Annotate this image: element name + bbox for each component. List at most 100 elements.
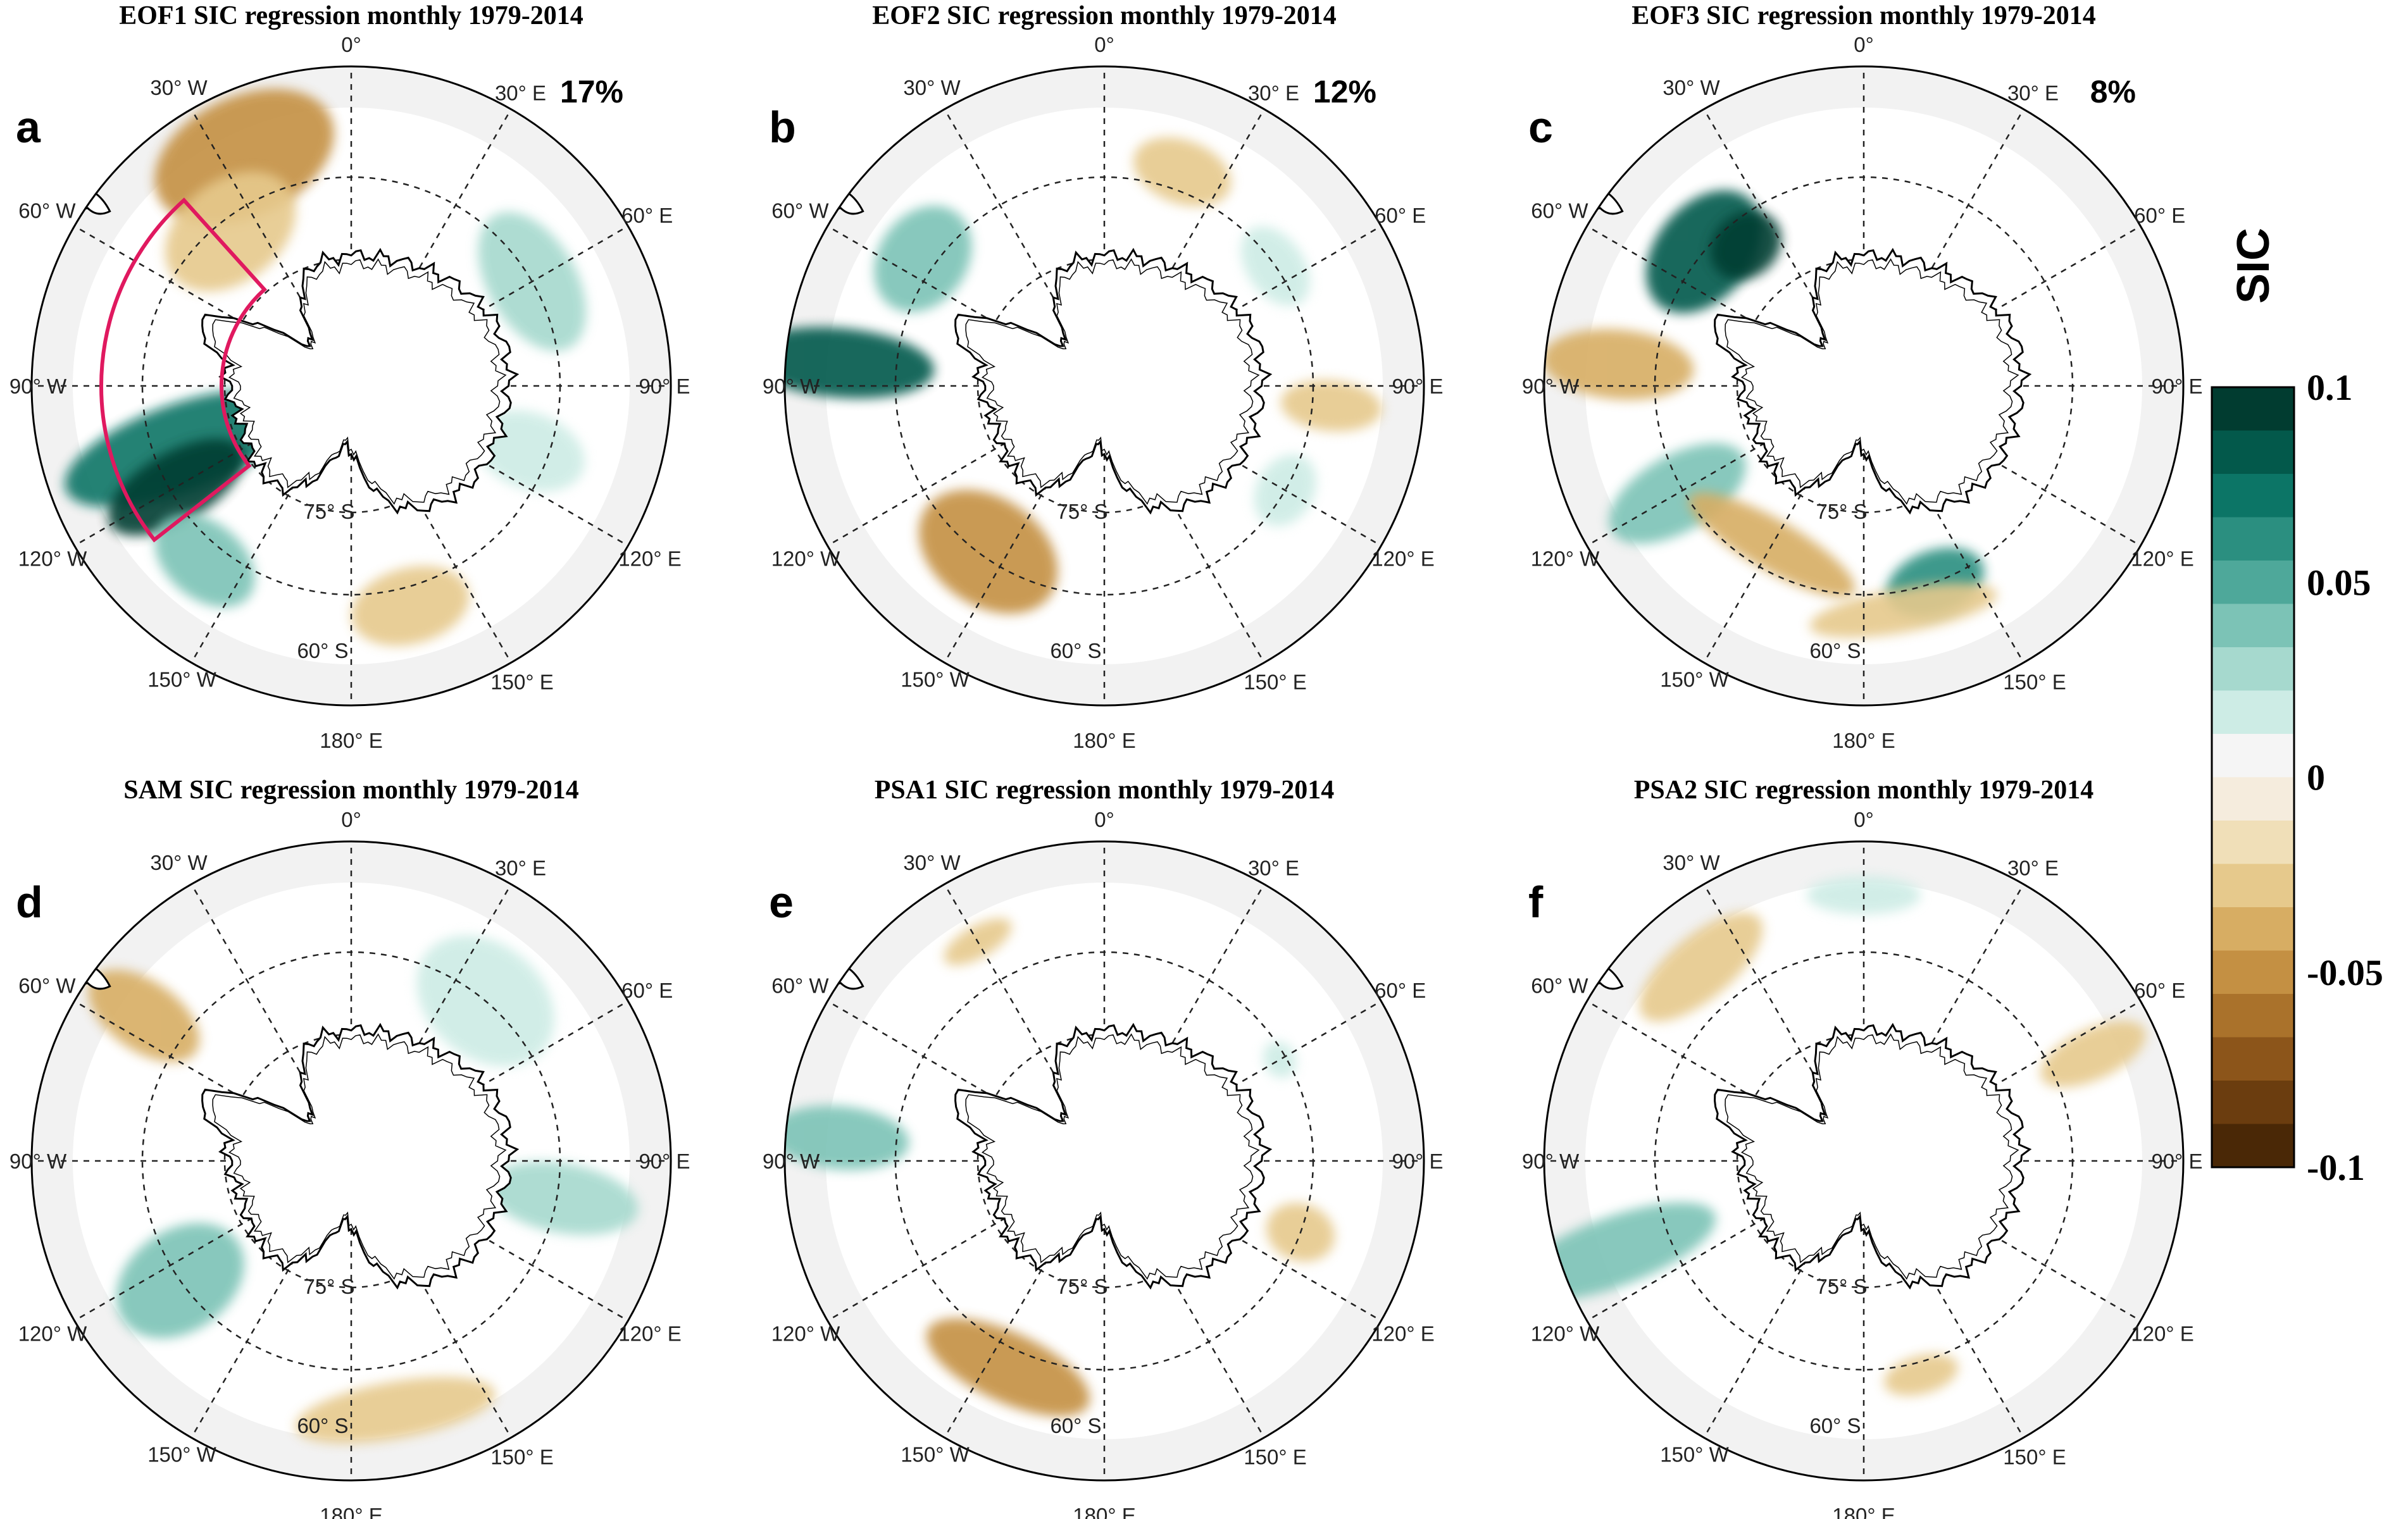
colorbar-swatch [2212, 907, 2294, 952]
colorbar-tick-label: -0.05 [2307, 952, 2383, 993]
longitude-label: 30° E [1248, 857, 1299, 880]
panel-title: SAM SIC regression monthly 1979-2014 [123, 776, 578, 805]
panel-percent: 12% [1313, 74, 1376, 109]
longitude-label: 150° W [1660, 1442, 1729, 1466]
panel-title: EOF2 SIC regression monthly 1979-2014 [872, 1, 1336, 30]
panel-title: PSA1 SIC regression monthly 1979-2014 [875, 776, 1335, 805]
panel-letter: b [769, 102, 796, 152]
longitude-label: 180° E [1832, 729, 1895, 752]
longitude-label: 120° W [771, 547, 840, 571]
map-boundary [783, 65, 1425, 707]
longitude-label: 90° W [1522, 1150, 1580, 1173]
meridian-line [74, 225, 352, 387]
meridian-line [1104, 1000, 1382, 1162]
meridian-line [74, 1000, 352, 1162]
longitude-label: 180° E [320, 1504, 382, 1519]
longitude-label: 30° W [150, 76, 208, 99]
longitude-label: 90° W [763, 1150, 820, 1173]
longitude-label: 180° E [1073, 729, 1135, 752]
meridian-line [350, 385, 512, 663]
longitude-label: 0° [1854, 33, 1874, 56]
longitude-label: 120° W [18, 547, 87, 571]
longitude-label: 30° W [1663, 851, 1720, 874]
anomaly-field [785, 137, 1382, 614]
colorbar-swatch [2212, 604, 2294, 648]
latitude-label: 75° S [1056, 500, 1107, 523]
latitude-label: 60° S [1050, 639, 1101, 662]
ice-shelf-outline [212, 258, 507, 505]
anomaly-patch [1609, 443, 1746, 544]
longitude-label: 60° W [1531, 199, 1588, 223]
colorbar-swatch [2212, 864, 2294, 908]
meridian-line [944, 109, 1106, 387]
anomaly-patch [488, 1161, 639, 1236]
anomaly-patch [2040, 1020, 2146, 1088]
antarctica-coastline [954, 247, 1273, 515]
longitude-label: 150° W [147, 667, 216, 691]
meridian-line [1104, 1160, 1382, 1322]
longitude-label: 30° E [2007, 82, 2059, 105]
latitude-label: 75° S [303, 500, 354, 523]
meridian-line [1103, 109, 1265, 387]
latitude-label: 75° S [1056, 1275, 1107, 1298]
panel-title: EOF3 SIC regression monthly 1979-2014 [1631, 1, 2095, 30]
longitude-label: 150° W [901, 1442, 970, 1466]
colorbar-swatch [2212, 387, 2294, 431]
antarctica-coastline [1714, 247, 2032, 515]
meridian-line [1103, 884, 1265, 1162]
longitude-label: 60° E [2134, 204, 2185, 227]
longitude-label: 150° E [490, 1446, 553, 1469]
longitude-label: 30° E [495, 857, 546, 880]
longitude-label: 0° [341, 808, 361, 831]
meridian-line [1863, 225, 2141, 387]
longitude-label: 60° W [1531, 974, 1588, 998]
colorbar-swatch [2212, 734, 2294, 778]
longitude-label: 60° E [621, 204, 673, 227]
longitude-label: 150° W [147, 1442, 216, 1466]
longitude-label: 30° E [1248, 82, 1299, 105]
longitude-label: 60° E [1375, 204, 1426, 227]
longitude-label: 60° E [621, 979, 673, 1002]
longitude-label: 30° E [2007, 857, 2059, 880]
meridian-line [351, 1000, 628, 1162]
colorbar-swatch [2212, 1037, 2294, 1081]
longitude-label: 120° W [18, 1322, 87, 1346]
longitude-label: 0° [341, 33, 361, 56]
longitude-label: 30° W [903, 851, 961, 874]
anomaly-patch [154, 513, 255, 607]
anomaly-patch [785, 327, 935, 399]
meridian-line [190, 1160, 352, 1438]
anomaly-patch [1884, 1354, 1959, 1396]
meridian-line [1862, 1160, 2024, 1438]
latitude-label: 60° S [297, 639, 348, 662]
longitude-label: 150° E [2003, 671, 2066, 694]
longitude-label: 120° W [1531, 1322, 1600, 1346]
latitude-label: 60° S [297, 1414, 348, 1437]
anomaly-patch [785, 1105, 909, 1170]
colorbar-tick-label: 0.05 [2307, 562, 2371, 603]
map-boundary [30, 840, 672, 1482]
colorbar-swatch [2212, 1081, 2294, 1125]
panel-percent: 8% [2090, 74, 2136, 109]
colorbar-swatch [2212, 647, 2294, 691]
longitude-label: 150° E [1244, 671, 1306, 694]
meridian-line [1703, 385, 1865, 663]
anomaly-patch [88, 969, 200, 1062]
antarctica-coastline [201, 247, 520, 515]
longitude-label: 30° W [1663, 76, 1720, 99]
meridian-line [190, 884, 352, 1162]
meridian-line [1587, 225, 1864, 387]
antarctica-coastline [201, 1022, 520, 1290]
longitude-label: 60° W [18, 974, 76, 998]
meridian-line [1103, 385, 1265, 663]
meridian-line [827, 385, 1105, 547]
colorbar-swatch [2212, 821, 2294, 865]
longitude-label: 120° E [1371, 1322, 1434, 1346]
meridian-line [1703, 109, 1865, 387]
colorbar-swatch [2212, 994, 2294, 1038]
panel-title: PSA2 SIC regression monthly 1979-2014 [1634, 776, 2094, 805]
longitude-label: 90° E [1392, 1150, 1443, 1173]
ice-shelf-outline [965, 258, 1260, 505]
